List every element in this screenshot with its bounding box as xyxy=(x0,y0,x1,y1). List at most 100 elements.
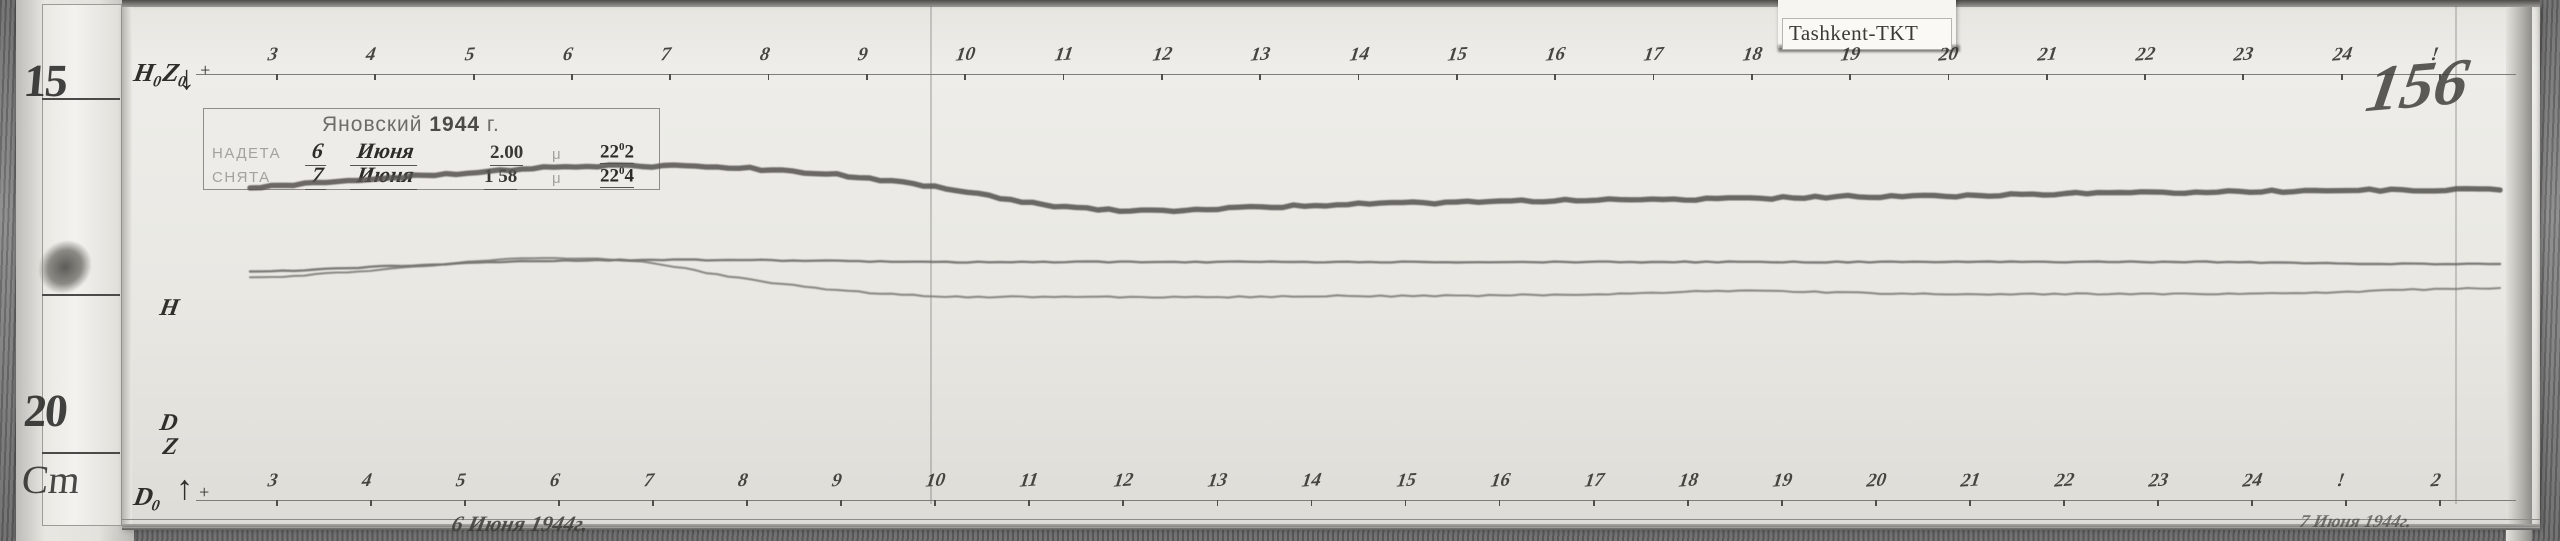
axis-tick-label: 18 xyxy=(1741,43,1764,66)
axis-tick xyxy=(1259,74,1262,80)
ruler-tick-20 xyxy=(42,452,120,454)
axis-tick-label: 17 xyxy=(1583,469,1606,492)
legend-key-taken-off: СНЯТА xyxy=(212,169,271,186)
axis-tick-label: 24 xyxy=(2331,43,2354,66)
axis-tick xyxy=(1062,74,1065,80)
axis-tick-label: 10 xyxy=(954,43,977,66)
axis-tick-label: 16 xyxy=(1489,469,1512,492)
observatory-label-text: Tashkent-TKT xyxy=(1789,21,1919,45)
archive-number: 156 xyxy=(2361,44,2474,127)
axis-tick xyxy=(934,500,937,506)
legend-row-taken-off: СНЯТА 7 Июня 1 58 μ 2204 xyxy=(212,162,657,191)
axis-tick xyxy=(2144,74,2146,80)
axis-tick xyxy=(840,500,843,506)
legend-sep-taken-off: μ xyxy=(552,170,563,187)
axis-tick xyxy=(1357,74,1360,80)
axis-tick xyxy=(2340,74,2343,80)
legend-month-taken-off: Июня xyxy=(350,162,421,190)
axis-tick-label: 16 xyxy=(1544,43,1567,66)
observatory-label-box xyxy=(1782,18,1952,50)
legend-key-put-on: НАДЕТА xyxy=(212,145,282,162)
ruler-tick-15 xyxy=(42,98,120,100)
axis-tick-label: 23 xyxy=(2232,43,2256,66)
axis-tick-label: 22 xyxy=(2053,469,2076,492)
footer-rule xyxy=(122,519,2540,520)
axis-tick xyxy=(370,500,372,506)
sheet-seam-right xyxy=(2455,4,2457,504)
axis-tick xyxy=(964,74,967,80)
axis-tick xyxy=(1028,500,1031,506)
axis-tick xyxy=(2439,74,2441,80)
axis-tick-label: 20 xyxy=(1937,43,1961,66)
legend-temp-put-on: 2202 xyxy=(600,141,634,165)
axis-tick xyxy=(1216,500,1219,506)
axis-tick xyxy=(558,500,561,506)
axis-tick-label: 18 xyxy=(1677,469,1700,492)
sheet-right-edge xyxy=(2506,0,2532,541)
axis-tick xyxy=(1874,500,1877,506)
axis-tick xyxy=(2045,74,2048,80)
axis-tick-label: 20 xyxy=(1865,469,1888,492)
axis-tick xyxy=(1652,74,1655,80)
axis-tick xyxy=(2156,500,2159,506)
top-axis-sign: + xyxy=(199,60,212,80)
axis-tick xyxy=(1592,500,1595,506)
legend-sep-put-on: μ xyxy=(552,146,563,163)
axis-tick-label: 14 xyxy=(1347,43,1371,66)
axis-tick-label: 12 xyxy=(1112,469,1136,492)
axis-tick xyxy=(2439,500,2441,506)
axis-tick xyxy=(767,74,770,80)
axis-tick xyxy=(464,500,466,506)
axis-tick-label: 22 xyxy=(2134,43,2157,66)
axis-tick xyxy=(1947,74,1950,80)
footer-caption-left: 6 Июня 1944г. xyxy=(449,511,591,536)
axis-tick xyxy=(866,74,868,80)
axis-tick xyxy=(1455,74,1458,80)
ruler-unit-label: Cm xyxy=(19,457,83,502)
legend-title-prefix: Яновский xyxy=(322,113,423,136)
ruler-tick-mid xyxy=(42,294,120,296)
axis-tick xyxy=(669,74,672,80)
axis-tick-label: 11 xyxy=(1018,469,1040,492)
legend-title-year: 1944 xyxy=(429,113,481,136)
axis-tick-label: 13 xyxy=(1249,43,1272,66)
record-legend-box: Яновский 1944 г. НАДЕТА 6 Июня 2.00 μ 22… xyxy=(203,108,660,190)
axis-tick xyxy=(276,500,278,506)
legend-time-taken-off: 1 58 xyxy=(484,166,518,190)
axis-tick xyxy=(1498,500,1501,506)
axis-tick xyxy=(1122,500,1125,506)
sheet-left-edge xyxy=(122,4,132,528)
axis-tick xyxy=(571,74,573,80)
axis-tick xyxy=(1780,500,1783,506)
record-sheet xyxy=(122,4,2540,528)
axis-tick xyxy=(1968,500,1971,506)
legend-title: Яновский 1944 г. xyxy=(322,113,500,137)
axis-tick-label: 19 xyxy=(1839,43,1862,66)
axis-tick xyxy=(1686,500,1689,506)
axis-tick-label: 10 xyxy=(924,469,947,492)
axis-tick xyxy=(652,500,655,506)
axis-tick xyxy=(276,74,278,80)
sheet-seam-left xyxy=(930,4,932,504)
axis-tick-label: 13 xyxy=(1206,469,1230,492)
legend-time-put-on: 2.00 xyxy=(490,142,524,166)
measurement-ruler: 15 20 Cm xyxy=(16,0,134,541)
axis-tick-label: 23 xyxy=(2147,469,2170,492)
axis-tick-label: 12 xyxy=(1151,43,1174,66)
footer-caption-right: 7 Июня 1944г. xyxy=(2297,511,2414,531)
axis-tick xyxy=(1849,74,1851,80)
axis-tick xyxy=(2345,500,2347,506)
legend-title-suffix: г. xyxy=(486,113,500,136)
axis-tick xyxy=(1404,500,1407,506)
axis-tick-label: 15 xyxy=(1394,469,1418,492)
legend-row-put-on: НАДЕТА 6 Июня 2.00 μ 2202 xyxy=(212,138,657,167)
axis-tick-label: 21 xyxy=(2036,43,2059,66)
sheet-top-band xyxy=(122,0,2540,7)
axis-tick xyxy=(472,74,475,80)
ruler-label-20: 20 xyxy=(21,385,69,436)
axis-tick-label: 17 xyxy=(1642,43,1666,66)
axis-tick xyxy=(746,500,749,506)
top-axis-arrow-icon: ↓ xyxy=(178,60,195,97)
axis-tick-label: 24 xyxy=(2241,469,2264,492)
